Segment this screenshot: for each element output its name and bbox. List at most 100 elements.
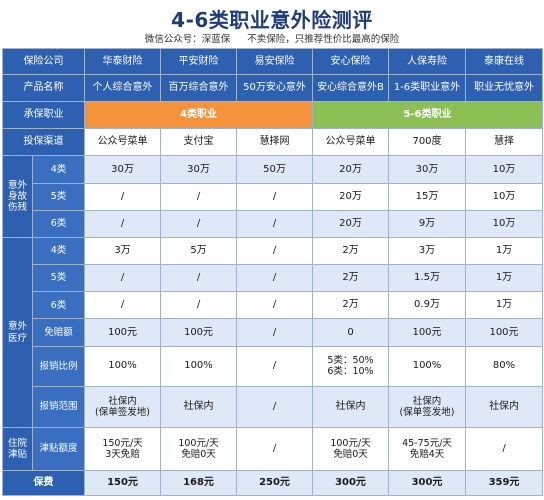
value-cell: 100% (160, 345, 237, 388)
value-cell: 10万 (465, 209, 543, 238)
channel-cell: 公众号菜单 (84, 128, 161, 157)
premium-cell: 150元 (84, 470, 161, 496)
medical-group-label: 意外 医疗 (2, 236, 33, 429)
class-label: 6类 (32, 209, 85, 238)
value-cell: / (236, 264, 313, 293)
value-cell: 20万 (312, 155, 389, 184)
scope-label: 报销范围 (32, 386, 85, 429)
value-cell: / (236, 182, 313, 211)
accident-group-label: 意外 身故 伤残 (2, 155, 33, 238)
occupation-band-orange: 4类职业 (84, 101, 313, 130)
value-cell: 100元/天 免赔0天 (160, 427, 237, 472)
value-cell: 1.5万 (388, 264, 466, 293)
value-cell: 10万 (465, 155, 543, 184)
product-cell: 50万安心意外 (236, 74, 313, 103)
value-cell: / (465, 427, 543, 472)
value-cell: 15万 (388, 182, 466, 211)
value-cell: 80% (465, 345, 543, 388)
value-cell: / (84, 264, 161, 293)
class-label: 4类 (32, 155, 85, 184)
value-cell: / (236, 386, 313, 429)
value-cell: / (160, 182, 237, 211)
value-cell: 50万 (236, 155, 313, 184)
value-cell: 0 (312, 318, 389, 347)
value-cell: 30万 (388, 155, 466, 184)
value-cell: 100元/天 免赔0天 (312, 427, 389, 472)
value-cell: 2万 (312, 264, 389, 293)
deductible-label: 免赔额 (32, 318, 85, 347)
channel-label: 投保渠道 (2, 128, 85, 157)
premium-cell: 300元 (388, 470, 466, 496)
company-cell: 安心保险 (312, 47, 389, 76)
row-ratio: 报销比例 100% 100% / 5类：50% 6类：10% 100% 80% (3, 345, 543, 388)
value-cell: 社保内 (465, 386, 543, 429)
premium-cell: 250元 (236, 470, 313, 496)
ratio-label: 报销比例 (32, 345, 85, 388)
row-medical-5: 5类 / / / 2万 1.5万 1万 (3, 264, 543, 293)
premium-cell: 300元 (312, 470, 389, 496)
row-company: 保险公司 华泰财险 平安财险 易安保险 安心保险 人保寿险 泰康在线 (2, 47, 543, 76)
company-cell: 泰康在线 (465, 47, 543, 76)
channel-cell: 支付宝 (160, 128, 237, 157)
row-medical-4: 意外 医疗 4类 3万 5万 / 2万 3万 1万 (2, 236, 543, 429)
premium-cell: 168元 (160, 470, 237, 496)
product-cell: 百万综合意外 (160, 74, 237, 103)
company-label: 保险公司 (2, 47, 85, 76)
value-cell: 社保内 (160, 386, 237, 429)
value-cell: / (84, 291, 161, 320)
value-cell: / (160, 264, 237, 293)
value-cell: 5类：50% 6类：10% (312, 345, 389, 388)
value-cell: 100元 (465, 318, 543, 347)
page-title: 4-6类职业意外险测评 (171, 8, 373, 32)
value-cell: / (84, 209, 161, 238)
value-cell: 9万 (388, 209, 466, 238)
class-label: 4类 (32, 236, 85, 266)
channel-cell: 公众号菜单 (312, 128, 389, 157)
title-area: 4-6类职业意外险测评 微信公众号：深蓝保 不卖保险，只推荐性价比最高的保险 (0, 0, 544, 45)
subtitle: 微信公众号：深蓝保 不卖保险，只推荐性价比最高的保险 (0, 31, 544, 45)
row-product: 产品名称 个人综合意外 百万综合意外 50万安心意外 安心综合意外B 1-6类职… (2, 74, 543, 103)
value-cell: 2万 (312, 291, 389, 320)
value-cell: 1万 (465, 236, 543, 266)
row-scope: 报销范围 社保内 (保单签发地) 社保内 / 社保内 社保内 (保单签发地) 社保内 (3, 386, 543, 429)
value-cell: / (84, 182, 161, 211)
row-occupation: 承保职业 4类职业 5-6类职业 (2, 101, 543, 130)
subtitle-note: 不卖保险，只推荐性价比最高的保险 (247, 34, 400, 45)
row-allowance: 住院 津贴 津贴额度 150元/天 3天免赔 100元/天 免赔0天 / 100元/天… (2, 427, 543, 472)
class-label: 5类 (32, 182, 85, 211)
value-cell: 30万 (84, 155, 161, 184)
allowance-label: 津贴额度 (32, 427, 85, 472)
product-cell: 1-6类职业意外 (388, 74, 466, 103)
row-premium: 保费 150元 168元 250元 300元 300元 359元 (2, 470, 543, 496)
value-cell: / (236, 291, 313, 320)
occupation-band-green: 5-6类职业 (312, 101, 543, 130)
hospital-group-label: 住院 津贴 (2, 427, 33, 472)
row-accident-4: 意外 身故 伤残 4类 30万 30万 50万 20万 30万 10万 (2, 155, 543, 238)
value-cell: 1万 (465, 264, 543, 293)
value-cell: 45-75元/天 免赔4天 (388, 427, 466, 472)
value-cell: 150元/天 3天免赔 (84, 427, 161, 472)
value-cell: / (236, 209, 313, 238)
company-cell: 华泰财险 (84, 47, 161, 76)
premium-label: 保费 (2, 470, 85, 496)
value-cell: / (236, 345, 313, 388)
value-cell: 10万 (465, 182, 543, 211)
row-accident-5: 5类 / / / 20万 15万 10万 (3, 182, 543, 211)
value-cell: 0.9万 (388, 291, 466, 320)
value-cell: 100% (84, 345, 161, 388)
occupation-label: 承保职业 (2, 101, 85, 130)
value-cell: 1万 (465, 291, 543, 320)
channel-cell: 700度 (388, 128, 466, 157)
value-cell: 社保内 (保单签发地) (84, 386, 161, 429)
row-medical-6: 6类 / / / 2万 0.9万 1万 (3, 291, 543, 320)
value-cell: / (236, 318, 313, 347)
value-cell: 30万 (160, 155, 237, 184)
value-cell: 5万 (160, 236, 237, 266)
value-cell: / (236, 236, 313, 266)
row-channel: 投保渠道 公众号菜单 支付宝 慧择网 公众号菜单 700度 慧择 (2, 128, 543, 157)
row-accident-6: 6类 / / / 20万 9万 10万 (3, 209, 543, 238)
product-label: 产品名称 (2, 74, 85, 103)
value-cell: 3万 (84, 236, 161, 266)
row-deductible: 免赔额 100元 100元 / 0 100元 100元 (3, 318, 543, 347)
company-cell: 易安保险 (236, 47, 313, 76)
